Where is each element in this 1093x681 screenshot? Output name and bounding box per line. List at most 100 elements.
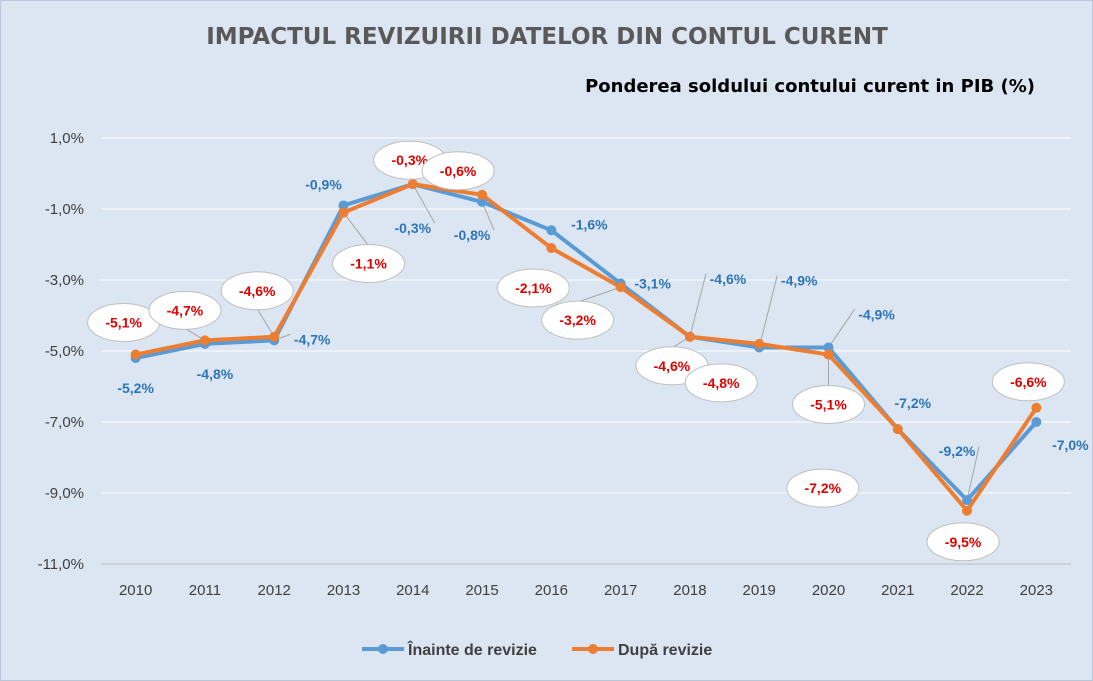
data-label-after: -5,1% <box>810 397 847 413</box>
marker-after <box>269 331 280 342</box>
data-label-before: -7,2% <box>894 395 931 411</box>
x-tick-label: 2020 <box>812 582 845 599</box>
x-tick-label: 2011 <box>189 582 221 599</box>
y-tick-label: -9,0% <box>45 485 84 502</box>
data-label-after: -4,6% <box>239 283 276 299</box>
x-tick-label: 2012 <box>258 582 291 599</box>
x-tick-label: 2013 <box>327 582 360 599</box>
marker-after <box>754 338 765 349</box>
data-callout-after <box>421 151 495 191</box>
data-label-before: -9,2% <box>939 443 976 459</box>
leader-line-before <box>481 201 495 231</box>
marker-after <box>962 505 973 516</box>
x-tick-label: 2018 <box>673 582 706 599</box>
data-label-after: -4,8% <box>703 375 740 391</box>
marker-before <box>546 225 557 236</box>
data-label-before: -7,0% <box>1052 437 1089 453</box>
y-tick-label: -5,0% <box>45 343 84 360</box>
leader-line-after <box>343 212 369 246</box>
leader-line-before <box>689 273 707 337</box>
x-tick-label: 2014 <box>396 582 429 599</box>
marker-after <box>130 349 141 360</box>
data-callout-after <box>684 363 758 403</box>
marker-before <box>1031 417 1042 427</box>
series-lines <box>133 182 1039 513</box>
data-label-before: -3,1% <box>634 276 671 292</box>
x-tick-label: 2016 <box>535 582 568 599</box>
data-callout-after <box>496 268 570 308</box>
x-tick-label: 2017 <box>604 582 637 599</box>
data-label-after: -5,1% <box>105 315 142 331</box>
marker-before <box>962 495 973 506</box>
x-axis-ticks: 2010 2011 2012 2013 2014 2015 2016 2017 2018 2019… <box>119 582 1053 599</box>
x-tick-label: 2022 <box>950 582 983 599</box>
data-label-after: -1,1% <box>350 256 387 272</box>
data-label-after: -4,7% <box>167 302 204 318</box>
marker-after <box>407 179 418 190</box>
series-line-after <box>133 182 1039 513</box>
marker-after <box>477 189 488 200</box>
y-tick-label: -1,0% <box>45 201 84 218</box>
y-tick-label: 1,0% <box>50 130 84 147</box>
data-labels: -5,2% -4,8% -4,7% -0,9% -0,3% -0,8% -1,6% -3,1%… <box>87 140 1089 562</box>
data-label-before: -4,9% <box>858 306 895 322</box>
data-callout-after <box>541 300 615 340</box>
data-label-before: -0,8% <box>454 227 491 243</box>
data-callout-after <box>926 522 1000 562</box>
data-callout-after <box>991 362 1065 402</box>
leader-line-after <box>577 286 621 303</box>
data-label-after: -0,3% <box>391 152 428 168</box>
data-label-before: -0,9% <box>305 176 342 192</box>
data-label-after: -6,6% <box>1010 374 1047 390</box>
data-label-before: -4,8% <box>197 366 234 382</box>
data-label-before: -4,7% <box>294 331 331 347</box>
data-callout-after <box>332 244 405 284</box>
legend-label-before: Înainte de revizie <box>407 640 537 659</box>
y-tick-label: -7,0% <box>45 414 84 431</box>
data-callout-after <box>220 271 294 311</box>
marker-after <box>684 331 695 342</box>
y-tick-label: -3,0% <box>45 272 84 289</box>
leader-line-before <box>758 275 778 348</box>
marker-after <box>615 282 626 293</box>
data-label-before: -4,6% <box>710 271 747 287</box>
leader-line-before <box>412 183 436 224</box>
leader-line-before <box>966 445 980 501</box>
chart-subtitle: Ponderea soldului contului curent in PIB… <box>585 76 1035 97</box>
data-label-before: -4,9% <box>781 272 818 288</box>
leader-line-after <box>256 308 275 338</box>
marker-after <box>1031 402 1042 413</box>
x-tick-label: 2010 <box>119 582 152 599</box>
data-label-after: -2,1% <box>515 280 552 296</box>
data-callout-after <box>792 385 865 425</box>
gridlines <box>101 137 1071 565</box>
marker-after <box>199 335 210 346</box>
legend-label-after: După revizie <box>618 642 712 659</box>
legend: Înainte de revizie După revizie <box>362 640 712 659</box>
marker-after <box>823 349 834 360</box>
legend-marker-before <box>378 644 388 654</box>
marker-before <box>338 200 349 211</box>
data-label-before: -5,2% <box>117 380 154 396</box>
marker-after <box>546 243 557 254</box>
y-axis-ticks: 1,0% -1,0% -3,0% -5,0% -7,0% -9,0% -11,0% <box>38 130 84 573</box>
data-label-after: -7,2% <box>804 480 841 496</box>
data-label-after: -4,6% <box>654 358 691 374</box>
x-tick-label: 2019 <box>743 582 776 599</box>
chart-title: IMPACTUL REVIZUIRII DATELOR DIN CONTUL C… <box>206 24 888 50</box>
label-leader-lines <box>184 183 980 501</box>
data-label-after: -3,2% <box>559 312 596 328</box>
marker-before <box>477 196 488 207</box>
series-markers <box>130 179 1042 516</box>
y-tick-label: -11,0% <box>38 556 84 573</box>
marker-after <box>338 207 349 218</box>
x-tick-label: 2023 <box>1020 582 1053 599</box>
leader-line-before <box>828 309 855 348</box>
data-label-after: -9,5% <box>945 534 982 550</box>
data-label-after: -0,6% <box>440 163 477 179</box>
marker-after <box>892 424 903 435</box>
x-tick-label: 2015 <box>465 582 498 599</box>
legend-marker-after <box>588 644 598 654</box>
